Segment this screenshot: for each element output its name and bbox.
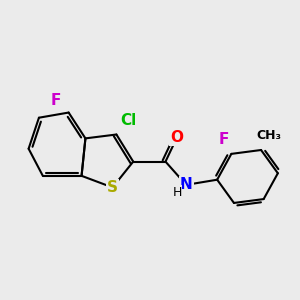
Text: F: F (218, 132, 229, 147)
Text: N: N (180, 177, 193, 192)
Text: H: H (172, 186, 182, 199)
Text: O: O (171, 130, 184, 145)
Text: Cl: Cl (120, 113, 136, 128)
Text: F: F (50, 93, 61, 108)
Text: S: S (107, 180, 118, 195)
Text: CH₃: CH₃ (256, 129, 281, 142)
